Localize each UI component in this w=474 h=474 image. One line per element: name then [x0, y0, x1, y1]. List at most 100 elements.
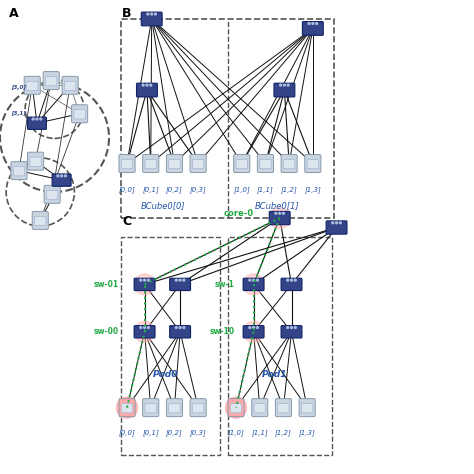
FancyBboxPatch shape — [228, 399, 244, 417]
FancyBboxPatch shape — [134, 326, 155, 338]
FancyBboxPatch shape — [43, 72, 59, 90]
Text: [1,2]: [1,2] — [275, 429, 292, 436]
Circle shape — [291, 327, 292, 328]
Circle shape — [40, 118, 42, 120]
Circle shape — [243, 274, 264, 295]
Circle shape — [32, 118, 34, 120]
FancyBboxPatch shape — [192, 159, 204, 169]
FancyBboxPatch shape — [281, 326, 302, 338]
FancyBboxPatch shape — [252, 399, 268, 417]
Circle shape — [256, 279, 258, 281]
Bar — [121, 19, 334, 218]
Circle shape — [287, 327, 289, 328]
Circle shape — [332, 222, 334, 224]
Circle shape — [146, 84, 148, 86]
Text: [0,0]: [0,0] — [118, 186, 136, 193]
FancyBboxPatch shape — [35, 216, 46, 226]
Circle shape — [291, 279, 292, 281]
FancyBboxPatch shape — [143, 155, 159, 173]
FancyBboxPatch shape — [254, 403, 265, 413]
FancyBboxPatch shape — [326, 221, 347, 234]
Bar — [228, 237, 332, 455]
FancyBboxPatch shape — [46, 190, 58, 200]
FancyBboxPatch shape — [302, 22, 323, 36]
FancyBboxPatch shape — [230, 403, 242, 413]
Text: [1,0]: [1,0] — [228, 429, 245, 436]
FancyBboxPatch shape — [305, 155, 321, 173]
FancyBboxPatch shape — [145, 403, 156, 413]
FancyBboxPatch shape — [243, 278, 264, 291]
Circle shape — [144, 279, 146, 281]
FancyBboxPatch shape — [141, 12, 162, 26]
Circle shape — [134, 321, 155, 342]
Text: [1,2]: [1,2] — [281, 186, 298, 193]
Circle shape — [183, 279, 185, 281]
FancyBboxPatch shape — [170, 278, 191, 291]
FancyBboxPatch shape — [44, 185, 60, 203]
Circle shape — [226, 397, 246, 418]
FancyBboxPatch shape — [145, 159, 156, 169]
FancyBboxPatch shape — [260, 159, 271, 169]
FancyBboxPatch shape — [269, 211, 290, 225]
FancyBboxPatch shape — [13, 166, 25, 176]
Circle shape — [183, 327, 185, 328]
FancyBboxPatch shape — [134, 278, 155, 291]
Text: [1,3]: [1,3] — [299, 429, 316, 436]
Text: [1,1]: [1,1] — [257, 186, 274, 193]
Circle shape — [308, 23, 310, 25]
Circle shape — [140, 327, 142, 328]
Circle shape — [61, 175, 63, 177]
Text: sw-01: sw-01 — [93, 280, 118, 289]
FancyBboxPatch shape — [52, 174, 71, 186]
Circle shape — [226, 397, 246, 418]
Circle shape — [316, 23, 318, 25]
Text: [1,1]: [1,1] — [251, 429, 268, 436]
Text: sw-10: sw-10 — [210, 328, 235, 336]
FancyBboxPatch shape — [190, 155, 206, 173]
FancyBboxPatch shape — [27, 117, 46, 129]
Text: Pod1: Pod1 — [262, 370, 288, 379]
Circle shape — [287, 279, 289, 281]
FancyBboxPatch shape — [119, 399, 135, 417]
FancyBboxPatch shape — [143, 399, 159, 417]
Text: [0,0]: [0,0] — [118, 429, 136, 436]
FancyBboxPatch shape — [166, 155, 182, 173]
FancyBboxPatch shape — [64, 81, 76, 91]
Circle shape — [142, 84, 144, 86]
FancyBboxPatch shape — [121, 159, 133, 169]
FancyBboxPatch shape — [236, 159, 247, 169]
FancyBboxPatch shape — [299, 399, 315, 417]
Text: [1,3]: [1,3] — [304, 186, 321, 193]
Text: [0,1]: [0,1] — [142, 186, 159, 193]
Text: sw-1: sw-1 — [215, 280, 235, 289]
Text: [0,3]: [0,3] — [190, 429, 207, 436]
Circle shape — [256, 327, 258, 328]
Circle shape — [150, 84, 152, 86]
FancyBboxPatch shape — [274, 83, 295, 97]
Circle shape — [249, 327, 251, 328]
FancyBboxPatch shape — [62, 76, 78, 94]
Circle shape — [179, 279, 181, 281]
Circle shape — [134, 274, 155, 295]
FancyBboxPatch shape — [243, 326, 264, 338]
FancyBboxPatch shape — [307, 159, 319, 169]
Text: [3,1]: [3,1] — [11, 111, 27, 116]
Text: [1,0]: [1,0] — [233, 186, 250, 193]
Circle shape — [287, 84, 289, 86]
Circle shape — [64, 175, 66, 177]
FancyBboxPatch shape — [257, 155, 273, 173]
Bar — [121, 237, 220, 455]
FancyBboxPatch shape — [32, 211, 48, 229]
Circle shape — [275, 212, 277, 214]
Text: A: A — [9, 7, 18, 19]
FancyBboxPatch shape — [169, 403, 180, 413]
Text: sw-00: sw-00 — [93, 328, 118, 336]
FancyBboxPatch shape — [283, 159, 295, 169]
Circle shape — [253, 279, 255, 281]
Text: C: C — [122, 215, 131, 228]
Circle shape — [117, 397, 137, 418]
Circle shape — [36, 118, 38, 120]
Circle shape — [269, 208, 290, 228]
Text: [3,0]: [3,0] — [11, 85, 27, 90]
Circle shape — [57, 175, 59, 177]
